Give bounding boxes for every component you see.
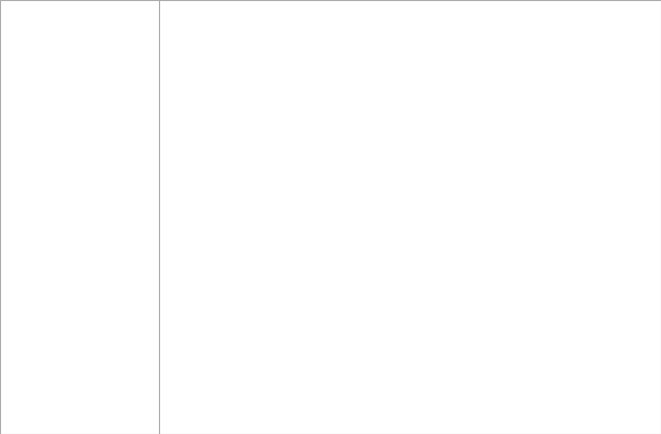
Text: 82: 82: [411, 70, 432, 88]
Text: 29: 29: [572, 254, 594, 272]
Bar: [215, 197, 304, 378]
Text: 52: 52: [249, 174, 270, 192]
Bar: [539, 277, 627, 378]
Bar: [377, 93, 466, 378]
